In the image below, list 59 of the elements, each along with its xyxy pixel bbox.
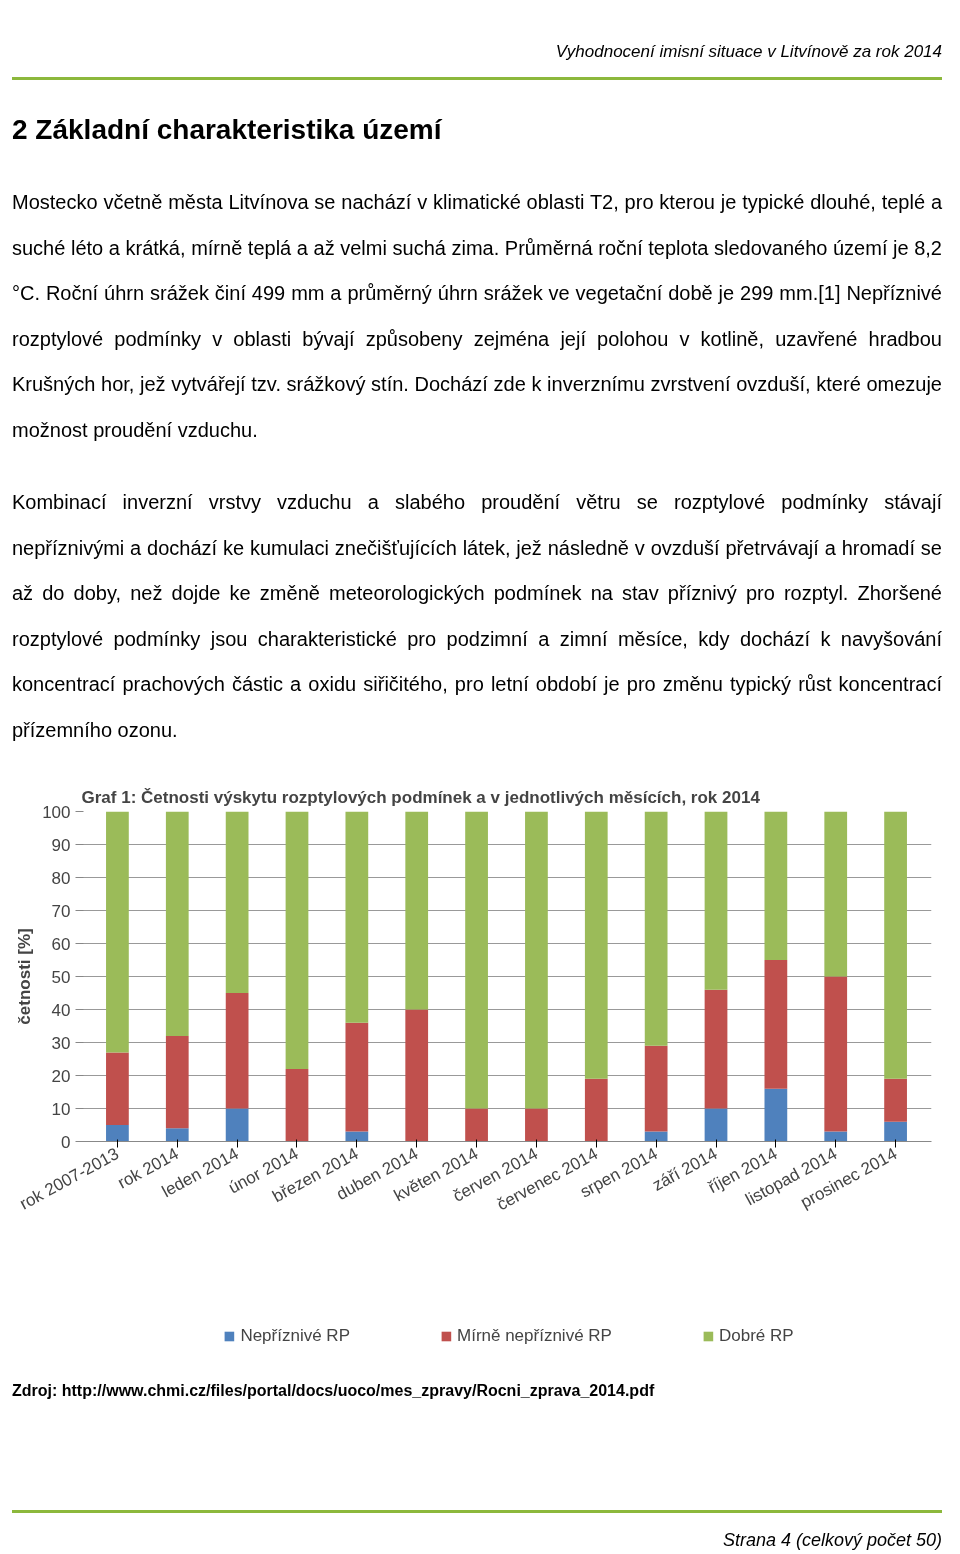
bar (704, 1108, 728, 1142)
bar (824, 811, 848, 977)
bar (405, 1009, 429, 1142)
bar (106, 1052, 129, 1125)
bar (345, 811, 369, 1023)
y-tick-label: 60 (51, 934, 71, 954)
bar (225, 1108, 249, 1142)
bar (764, 811, 788, 960)
bar (824, 1131, 848, 1142)
bar (764, 960, 788, 1089)
y-tick-label: 90 (51, 835, 71, 855)
text: Strana 4 (celkový počet 50) (722, 1529, 942, 1552)
y-tick-label: 80 (51, 868, 71, 888)
bar (525, 811, 548, 1109)
y-tick-label: 100 (42, 802, 71, 822)
bar (584, 811, 608, 1079)
text: Mostecko včetně města Litvínova se nachází v klimatické oblasti T2, pro kterou je typické dlouhé, teplé a suché léto a krátká, mírně teplá a až velmi suchá zima. Průměrná roční teplota sledovaného území je 8,2 °C. Roční úhrn srážek činí 499 mm a průměrný úhrn srážek ve vegetační době je 299 mm.[1] Nepříznivé rozptylové podmínky v oblasti bývají způsobeny zejména její polohou v kotlině, uzavřené hradbou Krušných hor, jež vytvářejí tzv. srážkový stín. Dochází zde k inverznímu zvrstvení ovzduší, které omezuje možnost proudění vzduchu. (12, 190, 942, 443)
bar (345, 1022, 369, 1132)
bar (824, 976, 848, 1132)
text: Vyhodnocení imisní situace v Litvínově za rok 2014 (555, 41, 942, 63)
legend-label: Mírně nepříznivé RP (456, 1326, 612, 1347)
bar (285, 1068, 309, 1142)
bar (644, 1131, 668, 1142)
bar (165, 1128, 189, 1142)
y-axis-title: četnosti [%] (15, 928, 35, 1025)
y-tick-label: 10 (51, 1099, 71, 1119)
chart-title: Graf 1: Četnosti výskytu rozptylových podmínek a v jednotlivých měsících, rok 2014 (81, 787, 761, 807)
y-tick-label: 50 (51, 967, 71, 987)
bar (884, 1121, 907, 1142)
bar (106, 811, 129, 1053)
text: Zdroj: http://www.chmi.cz/files/portal/docs/uoco/mes_zpravy/Rocni_zprava_2014.pdf (12, 1381, 655, 1401)
bar (465, 811, 488, 1109)
bar (225, 811, 249, 993)
bar (225, 993, 249, 1109)
bar (405, 811, 429, 1010)
bar (525, 1108, 548, 1142)
y-tick-label: 30 (51, 1033, 71, 1053)
bar (884, 811, 907, 1079)
bar (345, 1131, 369, 1142)
bar (106, 1125, 129, 1142)
bar (465, 1108, 488, 1142)
bar (165, 811, 189, 1036)
bar (644, 811, 668, 1046)
bar (644, 1045, 668, 1132)
y-tick-label: 0 (61, 1132, 71, 1152)
text: 2 Základní charakteristika území (12, 113, 442, 147)
y-tick-label: 40 (51, 1000, 71, 1020)
y-tick-label: 70 (51, 901, 71, 921)
bar (285, 811, 309, 1069)
bar (584, 1078, 608, 1142)
text: Kombinací inverzní vrstvy vzduchu a slabého proudění větru se rozptylové podmínky stávají nepříznivými a dochází ke kumulaci znečišťujících látek, jež následně v ovzduší přetrvávají a hromadí se až do doby, než dojde ke změně meteorologických podmínek na stav příznivý pro rozptyl. Zhoršené rozptylové podmínky jsou charakteristické pro podzimní a zimní měsíce, kdy dochází k navyšování koncentrací prachových částic a oxidu siřičitého, pro letní období je pro změnu typický růst koncentrací přízemního ozonu. (12, 490, 942, 743)
legend-label: Dobré RP (718, 1326, 794, 1347)
bar (884, 1078, 907, 1122)
y-tick-label: 20 (51, 1066, 71, 1086)
bar (165, 1035, 189, 1129)
bar (704, 989, 728, 1109)
bar (764, 1088, 788, 1142)
bar (704, 811, 728, 990)
legend-label: Nepříznivé RP (240, 1326, 350, 1347)
